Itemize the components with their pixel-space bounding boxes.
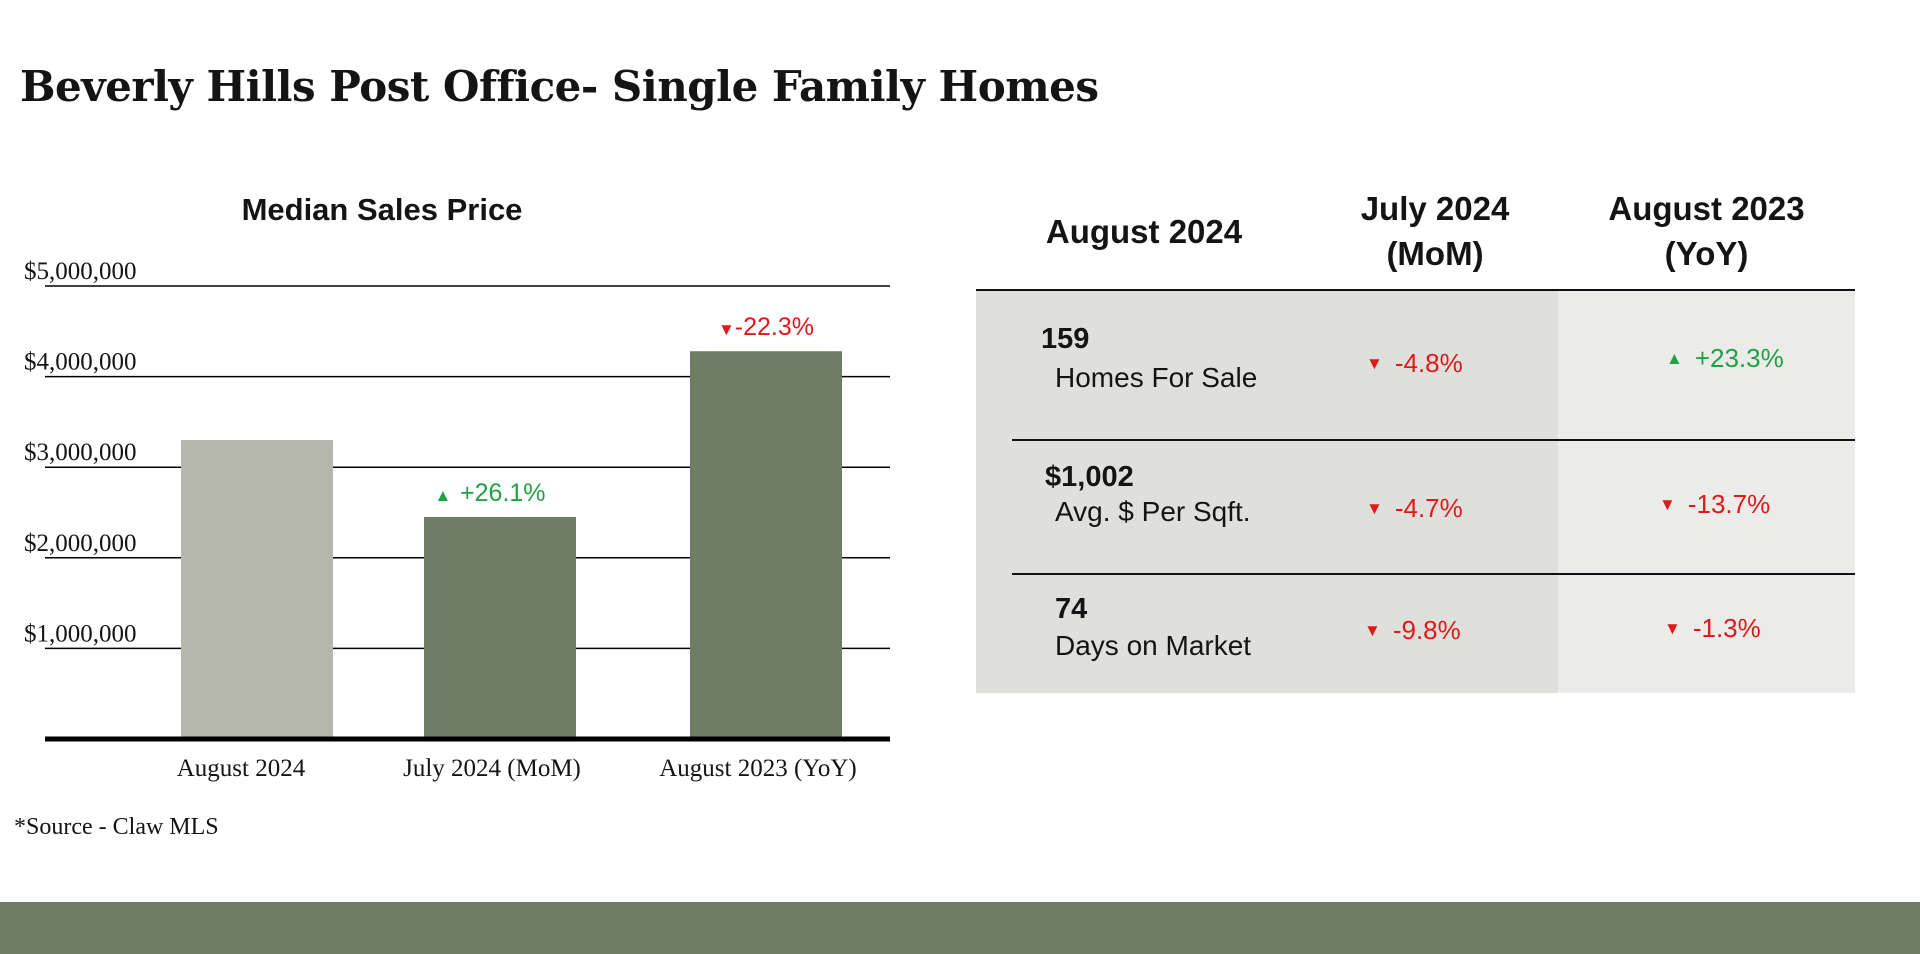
y-tick-label: $1,000,000 [24,620,137,647]
y-axis-ticks: $1,000,000 $2,000,000 $3,000,000 $4,000,000… [24,258,137,647]
metric-label: Avg. $ Per Sqft. [1055,496,1251,527]
metric-value: 74 [1055,593,1088,625]
y-tick-label: $4,000,000 [24,349,137,376]
change-annotations: ▲ +26.1% ▼-22.3% [434,313,814,507]
stats-body: 159 Homes For Sale ▼ -4.8% ▲ +23.3% $1,0… [976,291,1855,693]
down-triangle-icon: ▼ [718,320,735,339]
footer-band [0,902,1920,954]
down-triangle-icon: ▼ [1364,620,1381,640]
mom-change: ▼ -4.7% [1366,493,1463,524]
change-annotation-value: +26.1% [460,479,546,507]
y-tick-label: $2,000,000 [24,530,137,557]
stats-row-days-on-market: 74 Days on Market ▼ -9.8% ▼ -1.3% [976,575,1855,693]
stats-row-price-per-sqft: $1,002 Avg. $ Per Sqft. ▼ -4.7% ▼ -13.7% [976,441,1855,573]
down-triangle-icon: ▼ [1659,494,1676,514]
change-annotation-value: -22.3% [735,313,814,341]
mom-change-value: -4.8% [1394,348,1463,378]
header-current: August 2024 [1045,212,1243,250]
stats-row-homes-for-sale: 159 Homes For Sale ▼ -4.8% ▲ +23.3% [976,291,1855,439]
yoy-change: ▼ -13.7% [1659,489,1770,520]
down-triangle-icon: ▼ [1664,618,1681,638]
metric-label: Homes For Sale [1055,362,1258,393]
column-current-bg [976,291,1312,693]
x-tick-label: August 2024 [177,755,306,782]
yoy-change-value: -13.7% [1687,489,1771,519]
metric-value: 159 [1041,323,1090,355]
yoy-change: ▼ -1.3% [1664,613,1761,644]
up-triangle-icon: ▲ [434,486,456,505]
mom-change-value: -4.7% [1394,493,1463,523]
row-divider [1012,439,1855,441]
stats-table: August 2024 July 2024 (MoM) August 2023 … [976,175,1855,693]
x-axis-categories: August 2024 July 2024 (MoM) August 2023 (Y… [177,755,857,782]
y-tick-label: $5,000,000 [24,258,137,285]
header-mom: July 2024 (MoM) [1312,175,1558,289]
yoy-change: ▲ +23.3% [1666,343,1784,374]
mom-change: ▼ -4.8% [1366,348,1463,379]
metric-cell: 159 Homes For Sale [1041,323,1257,394]
row-divider [1012,573,1855,575]
header-mom-label: July 2024 (MoM) [1360,190,1510,272]
stats-header: August 2024 July 2024 (MoM) August 2023 … [976,175,1855,289]
up-triangle-icon: ▲ [1666,348,1683,368]
down-triangle-icon: ▼ [1366,498,1383,518]
bar-august-2024 [181,440,333,739]
mom-change: ▼ -9.8% [1364,615,1461,646]
yoy-change-value: -1.3% [1692,613,1761,643]
y-tick-label: $3,000,000 [24,439,137,466]
column-yoy-bg [1558,291,1855,693]
chart-title: Median Sales Price [242,192,523,227]
metric-cell: 74 Days on Market [1055,593,1251,662]
mom-change-value: -9.8% [1392,615,1461,645]
metric-label: Days on Market [1055,630,1252,661]
page-title: Beverly Hills Post Office- Single Family… [20,62,1099,111]
x-tick-label: August 2023 (YoY) [659,755,857,782]
metric-cell: $1,002 Avg. $ Per Sqft. [1045,461,1251,528]
yoy-change-value: +23.3% [1694,343,1784,373]
down-triangle-icon: ▼ [1366,353,1383,373]
header-yoy: August 2023 (YoY) [1558,175,1855,289]
header-divider [976,289,1855,291]
bar-july-2024 [424,517,576,739]
bar-august-2023 [690,351,842,739]
change-annotation: ▲ +26.1% [434,479,545,507]
median-sales-price-chart: Median Sales Price $1,000,000$2,000,000$… [24,192,890,782]
column-mom-bg [1312,291,1558,693]
bars [181,351,842,739]
header-yoy-label: August 2023 (YoY) [1608,190,1805,272]
metric-value: $1,002 [1045,461,1134,493]
source-note: *Source - Claw MLS [14,814,219,840]
change-annotation: ▼-22.3% [718,313,814,341]
x-tick-label: July 2024 (MoM) [403,755,581,782]
